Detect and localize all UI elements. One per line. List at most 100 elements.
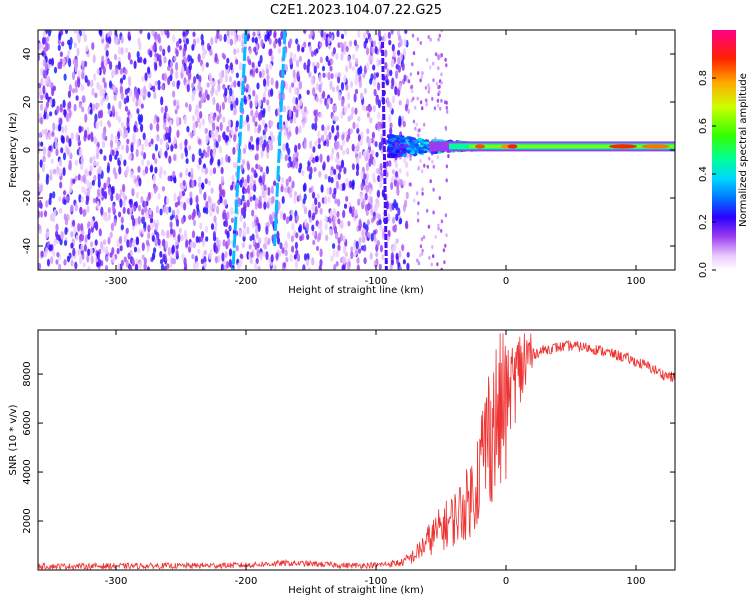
noise-blob <box>160 96 164 106</box>
noise-blob <box>275 252 279 261</box>
noise-blob <box>80 83 84 92</box>
noise-blob <box>319 112 323 118</box>
noise-blob <box>365 162 369 172</box>
noise-blob <box>252 31 256 37</box>
noise-blob <box>146 245 150 253</box>
noise-blob <box>226 125 230 133</box>
noise-blob <box>38 224 41 231</box>
noise-blob <box>393 225 397 233</box>
noise-blob <box>256 30 260 35</box>
noise-blob <box>396 30 401 37</box>
noise-blob <box>357 116 361 122</box>
noise-blob <box>62 99 66 109</box>
noise-blob <box>274 108 279 117</box>
noise-blob <box>307 266 311 270</box>
noise-blob <box>227 119 231 128</box>
noise-blob <box>395 70 399 79</box>
noise-blob <box>327 195 331 203</box>
noise-blob <box>148 209 152 216</box>
noise-blob <box>226 211 230 220</box>
noise-blob <box>38 132 42 138</box>
noise-blob <box>339 145 343 151</box>
noise-blob <box>232 146 236 155</box>
noise-blob <box>444 57 447 62</box>
noise-blob <box>153 185 157 194</box>
noise-blob <box>168 155 172 164</box>
noise-blob <box>257 222 261 232</box>
noise-blob <box>87 265 91 270</box>
noise-blob <box>270 185 274 195</box>
noise-blob <box>107 187 112 196</box>
noise-blob <box>142 94 146 101</box>
noise-blob <box>255 94 259 103</box>
noise-blob <box>213 226 217 232</box>
noise-blob <box>204 49 208 55</box>
noise-blob <box>392 216 396 224</box>
noise-blob <box>184 102 189 108</box>
noise-blob <box>284 154 288 162</box>
noise-blob <box>358 151 362 159</box>
noise-blob <box>92 54 96 64</box>
noise-blob <box>109 231 113 239</box>
noise-blob <box>215 140 219 149</box>
noise-blob <box>70 242 74 249</box>
noise-blob <box>129 89 133 97</box>
noise-blob <box>397 207 401 216</box>
noise-blob <box>59 51 64 58</box>
noise-blob <box>269 63 273 71</box>
noise-blob <box>62 57 66 65</box>
noise-blob <box>366 128 370 135</box>
noise-blob <box>419 41 422 45</box>
noise-blob <box>366 135 370 144</box>
noise-blob <box>163 72 167 82</box>
noise-blob <box>120 46 124 55</box>
noise-blob <box>265 225 269 235</box>
noise-blob <box>107 102 111 111</box>
noise-blob <box>202 92 206 102</box>
noise-blob <box>102 246 106 253</box>
noise-blob <box>411 62 414 67</box>
noise-blob <box>320 30 324 38</box>
noise-blob <box>153 247 157 254</box>
noise-blob <box>283 262 287 268</box>
noise-blob <box>348 40 353 47</box>
noise-blob <box>120 144 125 151</box>
carrier-blob <box>417 137 423 141</box>
noise-blob <box>399 52 403 61</box>
noise-blob <box>249 182 253 190</box>
noise-blob <box>48 78 52 88</box>
noise-blob <box>38 199 42 208</box>
noise-blob <box>233 80 237 88</box>
noise-blob <box>339 233 343 242</box>
noise-blob <box>154 222 158 232</box>
noise-blob <box>433 106 437 111</box>
noise-blob <box>335 53 339 60</box>
tilted-streak <box>381 41 388 270</box>
noise-blob <box>223 198 227 207</box>
noise-blob <box>329 80 333 90</box>
noise-blob <box>41 163 46 173</box>
noise-blob <box>159 147 163 157</box>
noise-blob <box>217 158 221 167</box>
noise-blob <box>204 178 208 185</box>
noise-blob <box>228 76 233 83</box>
noise-blob <box>375 151 379 158</box>
noise-blob <box>168 125 172 135</box>
noise-blob <box>412 119 416 124</box>
noise-blob <box>341 134 345 141</box>
noise-blob <box>291 180 295 189</box>
noise-blob <box>81 229 85 236</box>
noise-blob <box>126 95 130 103</box>
noise-blob <box>377 30 381 38</box>
noise-blob <box>38 82 42 89</box>
noise-blob <box>266 78 270 87</box>
noise-blob <box>224 96 228 103</box>
noise-blob <box>220 156 224 166</box>
noise-blob <box>183 229 188 237</box>
noise-blob <box>356 257 360 264</box>
noise-blob <box>397 56 401 66</box>
noise-blob <box>205 134 209 144</box>
noise-blob <box>143 221 147 228</box>
noise-blob <box>212 167 217 175</box>
noise-blob <box>432 187 435 192</box>
